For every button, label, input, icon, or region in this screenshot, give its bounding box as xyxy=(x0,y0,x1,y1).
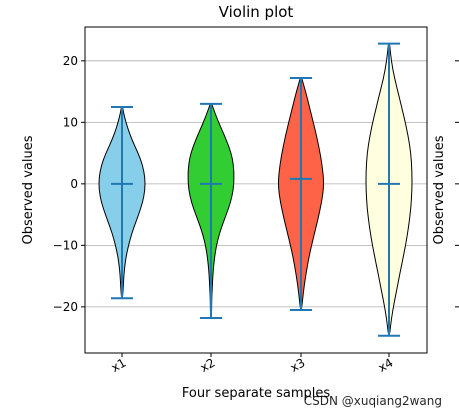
right-y-axis-label: Observed values xyxy=(432,135,447,244)
watermark: CSDN @xuqiang2wang xyxy=(304,394,442,408)
y-tick-label: 20 xyxy=(63,54,78,68)
violins xyxy=(98,42,413,337)
x-axis-ticks: x1 x2 x3 x4 xyxy=(109,353,396,375)
y-tick-label: −10 xyxy=(53,238,78,252)
x-axis-label: Four separate samples xyxy=(182,386,330,401)
chart-title: Violin plot xyxy=(219,3,294,21)
x-tick-label: x4 xyxy=(376,355,396,374)
x-tick-label: x1 xyxy=(109,355,129,374)
x-tick-label: x2 xyxy=(198,355,218,374)
x-tick-label: x3 xyxy=(288,355,308,374)
y-tick-label: −20 xyxy=(53,300,78,314)
y-tick-label: 10 xyxy=(63,115,78,129)
y-axis-ticks: 20 10 0 −10 −20 xyxy=(53,54,85,314)
plot-area-frame xyxy=(84,26,428,354)
right-axis-ticks xyxy=(455,60,459,308)
y-axis-label: Observed values xyxy=(21,135,36,244)
y-tick-label: 0 xyxy=(70,177,78,191)
